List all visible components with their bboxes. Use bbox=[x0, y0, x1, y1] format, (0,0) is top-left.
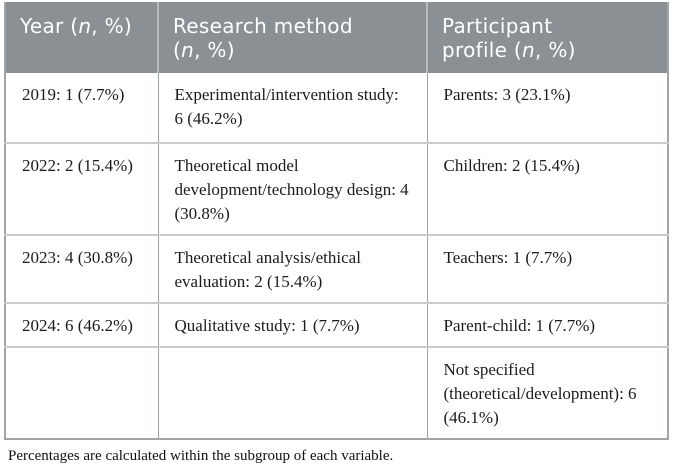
column-header-participant-profile: Participant profile (n, %) bbox=[426, 2, 668, 73]
cell-year: 2024: 6 (46.2%) bbox=[5, 302, 158, 347]
cell-research-method: Qualitative study: 1 (7.7%) bbox=[157, 302, 427, 347]
cell-research-method: Experimental/intervention study: 6 (46.2… bbox=[157, 73, 427, 143]
cell-year bbox=[5, 346, 158, 439]
cell-year: 2019: 1 (7.7%) bbox=[22, 85, 125, 104]
column-header-research-method: Research method (n, %) bbox=[157, 2, 427, 73]
cell-participant-profile: Teachers: 1 (7.7%) bbox=[426, 234, 668, 303]
cell-research-method: Theoretical model development/technology… bbox=[157, 142, 427, 235]
cell-research-method bbox=[157, 346, 427, 439]
cell-year: 2023: 4 (30.8%) bbox=[5, 234, 158, 303]
cell-participant-profile: Not specified (theoretical/development):… bbox=[426, 346, 668, 439]
column-header-year: Year (n, %) bbox=[5, 2, 158, 73]
table-row: 2022: 2 (15.4%) Theoretical model develop… bbox=[5, 142, 668, 235]
table-row: 2019: 1 (7.7%) Experimental/intervention … bbox=[5, 73, 668, 143]
cell-research-method: Theoretical analysis/ethical evaluation:… bbox=[157, 234, 427, 303]
cell-participant-profile: Parents: 3 (23.1%) bbox=[426, 73, 668, 143]
table-footnote: Percentages are calculated within the su… bbox=[8, 448, 394, 464]
summary-table: Year (n, %) Research method (n, %) Particip… bbox=[4, 2, 669, 440]
paper-table-figure: Year (n, %) Research method (n, %) Particip… bbox=[4, 2, 669, 466]
cell-participant-profile: Parent-child: 1 (7.7%) bbox=[426, 302, 668, 347]
table-row: Not specified (theoretical/development):… bbox=[5, 346, 668, 439]
table-row: 2023: 4 (30.8%) Theoretical analysis/ethi… bbox=[5, 234, 668, 303]
cell-participant-profile: Children: 2 (15.4%) bbox=[426, 142, 668, 235]
cell-year: 2022: 2 (15.4%) bbox=[5, 142, 158, 235]
table-header-row: Year (n, %) Research method (n, %) Particip… bbox=[5, 2, 668, 73]
table-row: 2024: 6 (46.2%) Qualitative study: 1 (7.7… bbox=[5, 302, 668, 347]
